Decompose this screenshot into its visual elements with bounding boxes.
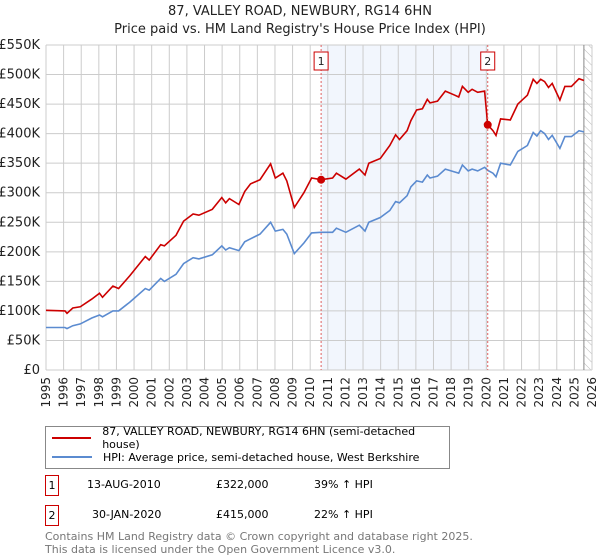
x-tick-label: 1995 xyxy=(39,377,53,408)
sale-row-2: 2 30-JAN-2020 £415,000 22% ↑ HPI xyxy=(45,505,545,527)
legend-item-hpi: HPI: Average price, semi-detached house,… xyxy=(52,449,419,465)
series-line xyxy=(46,129,585,330)
x-tick-label: 2019 xyxy=(462,377,476,408)
y-tick-label: £250K xyxy=(0,215,40,230)
sale-point xyxy=(483,120,492,129)
y-tick-label: £50K xyxy=(7,333,41,348)
x-tick-label: 2003 xyxy=(180,377,194,408)
y-tick-label: £300K xyxy=(0,186,40,201)
y-tick-label: £150K xyxy=(0,274,40,289)
sale-price: £322,000 xyxy=(216,478,269,491)
x-tick-label: 2007 xyxy=(250,377,264,408)
sale-label-box xyxy=(313,51,329,71)
chart-title: 87, VALLEY ROAD, NEWBURY, RG14 6HN xyxy=(168,4,432,19)
x-tick-label: 2016 xyxy=(409,377,423,408)
y-tick-label: £400K xyxy=(0,127,40,142)
x-tick-label: 2021 xyxy=(497,377,511,408)
x-tick-label: 2001 xyxy=(145,377,159,408)
y-tick-label: £450K xyxy=(0,97,40,112)
sale-point xyxy=(317,175,326,184)
legend-swatch-red xyxy=(52,437,92,439)
x-tick-label: 2011 xyxy=(321,377,335,408)
sale-price: £415,000 xyxy=(216,508,269,521)
sale-hpi-diff: 39% ↑ HPI xyxy=(314,478,373,491)
footer: Contains HM Land Registry data © Crown c… xyxy=(45,530,473,556)
footer-copyright: Contains HM Land Registry data © Crown c… xyxy=(45,530,473,543)
x-tick-label: 2006 xyxy=(233,377,247,408)
x-tick-label: 2018 xyxy=(444,377,458,408)
x-tick-label: 2010 xyxy=(303,377,317,408)
sale-label: 2 xyxy=(484,55,491,68)
legend: 87, VALLEY ROAD, NEWBURY, RG14 6HN (semi… xyxy=(45,425,450,469)
x-tick-label: 1997 xyxy=(74,377,88,408)
sale-label-box xyxy=(480,51,496,71)
sale-label: 1 xyxy=(318,55,325,68)
y-tick-label: £500K xyxy=(0,68,40,83)
x-tick-label: 1999 xyxy=(109,377,123,408)
x-tick-label: 2023 xyxy=(532,377,546,408)
x-tick-label: 2009 xyxy=(286,377,300,408)
sale-date: 30-JAN-2020 xyxy=(92,508,162,521)
footer-licence: This data is licensed under the Open Gov… xyxy=(45,543,396,556)
sale-hpi-diff: 22% ↑ HPI xyxy=(314,508,373,521)
y-tick-label: £550K xyxy=(0,38,40,53)
sale-badge: 1 xyxy=(45,475,59,496)
x-tick-label: 1998 xyxy=(92,377,106,408)
legend-label: 87, VALLEY ROAD, NEWBURY, RG14 6HN (semi… xyxy=(102,425,416,451)
sale-row-1: 1 13-AUG-2010 £322,000 39% ↑ HPI xyxy=(45,475,545,497)
legend-item-property: 87, VALLEY ROAD, NEWBURY, RG14 6HN (semi… xyxy=(52,425,449,451)
plot-area xyxy=(46,45,592,370)
x-tick-label: 2022 xyxy=(515,377,529,408)
x-tick-label: 2013 xyxy=(356,377,370,408)
x-tick-label: 1996 xyxy=(57,377,71,408)
legend-swatch-blue xyxy=(52,456,92,458)
x-tick-label: 2012 xyxy=(338,377,352,408)
x-tick-label: 2026 xyxy=(585,377,599,408)
x-tick-label: 2014 xyxy=(374,377,388,408)
line-chart: 1 2 £0 £50K £100K £150K £200K £250K £300K £350K £4… xyxy=(0,38,599,408)
x-tick-label: 2000 xyxy=(127,377,141,408)
x-tick-label: 2008 xyxy=(268,377,282,408)
chart-subtitle: Price paid vs. HM Land Registry's House … xyxy=(114,22,486,37)
x-tick-label: 2015 xyxy=(391,377,405,408)
y-tick-label: £0 xyxy=(23,363,40,378)
series-line xyxy=(45,77,585,315)
forecast-hatch xyxy=(583,45,592,370)
y-tick-label: £350K xyxy=(0,156,40,171)
x-tick-label: 2025 xyxy=(567,377,581,408)
y-tick-label: £100K xyxy=(0,304,40,319)
ownership-shade xyxy=(321,45,488,370)
sale-date: 13-AUG-2010 xyxy=(87,478,161,491)
x-tick-label: 2017 xyxy=(426,377,440,408)
sale-badge: 2 xyxy=(45,505,59,526)
x-tick-label: 2005 xyxy=(215,377,229,408)
x-tick-label: 2004 xyxy=(198,377,212,408)
y-tick-label: £200K xyxy=(0,245,40,260)
x-tick-label: 2024 xyxy=(550,377,564,408)
x-tick-label: 2020 xyxy=(479,377,493,408)
x-tick-label: 2002 xyxy=(162,377,176,408)
legend-label: HPI: Average price, semi-detached house,… xyxy=(103,450,420,464)
